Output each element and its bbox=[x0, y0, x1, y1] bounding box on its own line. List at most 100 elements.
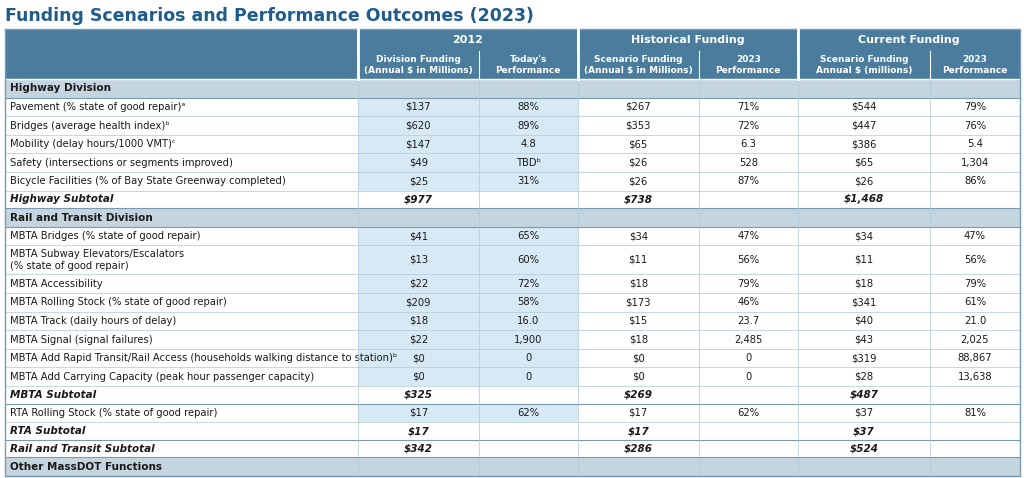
Text: 4.8: 4.8 bbox=[520, 139, 537, 149]
Bar bbox=[478, 274, 578, 293]
Bar bbox=[5, 227, 358, 245]
Bar bbox=[358, 330, 478, 349]
Bar bbox=[698, 116, 798, 135]
Bar bbox=[478, 293, 578, 312]
Bar bbox=[578, 422, 698, 440]
Text: $22: $22 bbox=[409, 335, 428, 345]
Text: 47%: 47% bbox=[964, 231, 986, 241]
Text: 56%: 56% bbox=[964, 255, 986, 265]
Text: $22: $22 bbox=[409, 279, 428, 289]
Bar bbox=[578, 368, 698, 386]
Bar bbox=[798, 98, 930, 116]
Text: 21.0: 21.0 bbox=[964, 316, 986, 326]
Bar bbox=[578, 330, 698, 349]
Bar bbox=[698, 422, 798, 440]
Bar bbox=[358, 274, 478, 293]
Text: $43: $43 bbox=[854, 335, 873, 345]
Text: $26: $26 bbox=[629, 158, 648, 168]
Bar bbox=[930, 135, 1020, 153]
Bar bbox=[358, 349, 478, 368]
Bar bbox=[358, 440, 478, 457]
Bar bbox=[698, 153, 798, 172]
Text: $173: $173 bbox=[626, 297, 651, 307]
Bar bbox=[698, 274, 798, 293]
Bar bbox=[578, 227, 698, 245]
Text: $341: $341 bbox=[851, 297, 877, 307]
Text: Mobility (delay hours/1000 VMT)ᶜ: Mobility (delay hours/1000 VMT)ᶜ bbox=[10, 139, 176, 149]
Text: 61%: 61% bbox=[964, 297, 986, 307]
Text: $26: $26 bbox=[854, 176, 873, 186]
Bar bbox=[698, 245, 798, 274]
Text: $325: $325 bbox=[403, 390, 433, 400]
Text: Historical Funding: Historical Funding bbox=[631, 35, 744, 45]
Bar bbox=[5, 79, 358, 98]
Text: 71%: 71% bbox=[737, 102, 759, 112]
Bar bbox=[478, 422, 578, 440]
Text: 47%: 47% bbox=[737, 231, 759, 241]
Bar bbox=[930, 153, 1020, 172]
Bar bbox=[578, 312, 698, 330]
Text: 2023
Performance: 2023 Performance bbox=[942, 55, 1008, 75]
Bar bbox=[930, 457, 1020, 476]
Text: Current Funding: Current Funding bbox=[858, 35, 959, 45]
Text: 86%: 86% bbox=[964, 176, 986, 186]
Text: $0: $0 bbox=[412, 353, 425, 363]
Bar bbox=[578, 457, 698, 476]
Bar bbox=[798, 386, 930, 403]
Bar bbox=[5, 116, 358, 135]
Bar bbox=[798, 153, 930, 172]
Bar bbox=[478, 245, 578, 274]
Bar bbox=[478, 368, 578, 386]
Bar bbox=[358, 172, 478, 191]
Text: $18: $18 bbox=[854, 279, 873, 289]
Bar bbox=[698, 172, 798, 191]
Bar bbox=[698, 208, 798, 227]
Bar bbox=[798, 79, 930, 98]
Bar bbox=[798, 208, 930, 227]
Bar bbox=[798, 403, 930, 422]
Text: MBTA Track (daily hours of delay): MBTA Track (daily hours of delay) bbox=[10, 316, 176, 326]
Bar bbox=[578, 153, 698, 172]
Bar bbox=[358, 403, 478, 422]
Text: TBDᵇ: TBDᵇ bbox=[516, 158, 541, 168]
Bar bbox=[5, 368, 358, 386]
Bar bbox=[478, 440, 578, 457]
Text: Scenario Funding
(Annual $ in Millions): Scenario Funding (Annual $ in Millions) bbox=[584, 55, 692, 75]
Text: 79%: 79% bbox=[964, 102, 986, 112]
Bar bbox=[478, 191, 578, 208]
Text: 62%: 62% bbox=[737, 408, 759, 418]
Bar bbox=[578, 245, 698, 274]
Text: $0: $0 bbox=[412, 372, 425, 382]
Bar bbox=[798, 349, 930, 368]
Text: 89%: 89% bbox=[517, 120, 540, 130]
Text: $487: $487 bbox=[849, 390, 879, 400]
Text: 79%: 79% bbox=[737, 279, 759, 289]
Text: 72%: 72% bbox=[517, 279, 540, 289]
Bar bbox=[930, 274, 1020, 293]
Bar bbox=[5, 457, 358, 476]
Text: $37: $37 bbox=[854, 408, 873, 418]
Text: 2,025: 2,025 bbox=[961, 335, 989, 345]
Text: $0: $0 bbox=[632, 353, 645, 363]
Text: $738: $738 bbox=[624, 195, 652, 205]
Text: $977: $977 bbox=[403, 195, 433, 205]
Bar bbox=[358, 191, 478, 208]
Bar bbox=[798, 368, 930, 386]
Text: 81%: 81% bbox=[964, 408, 986, 418]
Bar bbox=[358, 457, 478, 476]
Text: $0: $0 bbox=[632, 372, 645, 382]
Bar bbox=[798, 135, 930, 153]
Text: 56%: 56% bbox=[737, 255, 759, 265]
Text: $11: $11 bbox=[854, 255, 873, 265]
Text: $353: $353 bbox=[626, 120, 651, 130]
Text: $524: $524 bbox=[849, 444, 879, 454]
Text: $17: $17 bbox=[629, 408, 648, 418]
Text: $26: $26 bbox=[629, 176, 648, 186]
Text: MBTA Bridges (% state of good repair): MBTA Bridges (% state of good repair) bbox=[10, 231, 201, 241]
Text: 2023
Performance: 2023 Performance bbox=[716, 55, 781, 75]
Text: Other MassDOT Functions: Other MassDOT Functions bbox=[10, 462, 162, 472]
Text: $269: $269 bbox=[624, 390, 652, 400]
Bar bbox=[5, 403, 358, 422]
Text: $40: $40 bbox=[854, 316, 873, 326]
Bar bbox=[798, 330, 930, 349]
